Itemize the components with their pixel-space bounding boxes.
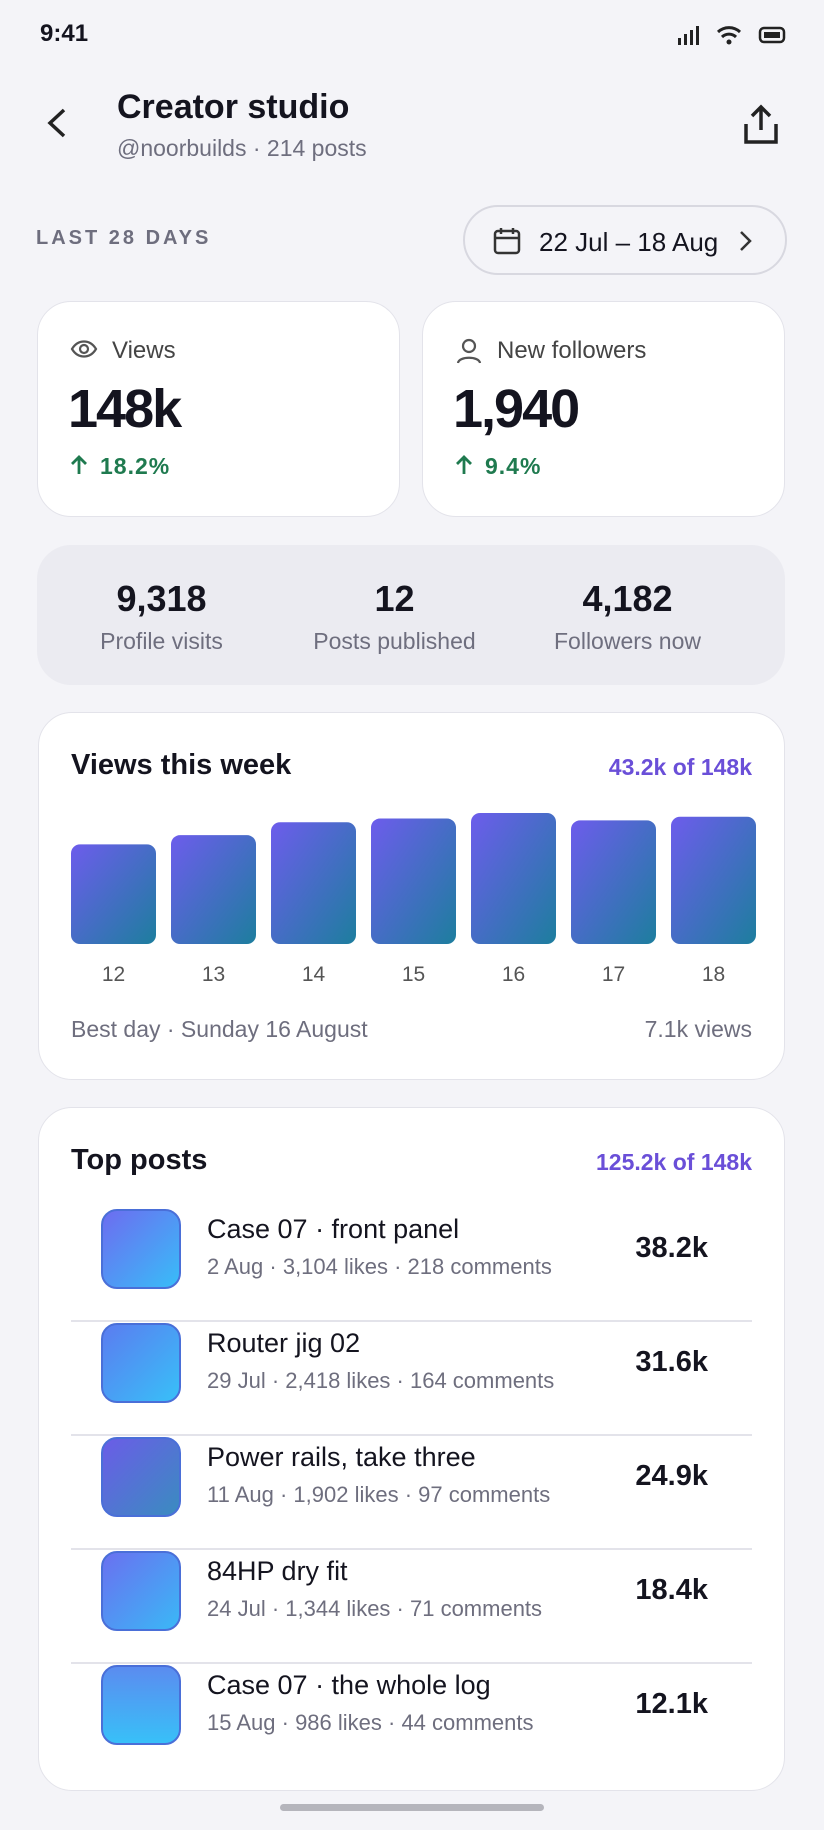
post-title[interactable]: Case 07 · the whole log	[207, 1670, 491, 1700]
post-views: 24.9k	[635, 1460, 708, 1492]
post-views: 12.1k	[635, 1688, 708, 1720]
date-range-button[interactable]: 22 Jul – 18 Aug	[463, 205, 787, 275]
post-thumbnail[interactable]	[101, 1437, 181, 1517]
views-chart-card: Views this week 43.2k of 148k Best day ·…	[38, 712, 785, 1080]
stat-value: 9,318	[116, 578, 207, 619]
status-time: 9:41	[40, 20, 89, 47]
stat-value: 4,182	[582, 578, 673, 619]
post-thumbnail[interactable]	[101, 1665, 181, 1745]
chart-summary: 43.2k of 148k	[608, 754, 752, 780]
post-title[interactable]: 84HP dry fit	[207, 1556, 348, 1586]
date-range: 22 Jul – 18 Aug	[539, 227, 719, 257]
divider	[71, 1320, 752, 1322]
bar	[371, 818, 456, 944]
status-icons	[678, 26, 786, 45]
top-posts-title: Top posts	[71, 1144, 208, 1176]
metric-icon	[70, 338, 98, 365]
back-button[interactable]	[42, 106, 72, 140]
bar	[671, 816, 756, 944]
x-tick-label: 18	[701, 963, 726, 986]
post-title[interactable]: Power rails, take three	[207, 1442, 476, 1472]
stat-label: Followers now	[554, 628, 701, 654]
bar	[71, 844, 156, 944]
metric-change: 9.4%	[485, 453, 542, 479]
metric-value: 148k	[68, 379, 182, 439]
best-day: Best day · Sunday 16 August	[71, 1016, 368, 1042]
x-tick-label: 14	[301, 963, 326, 986]
chart-title: Views this week	[71, 749, 292, 781]
up-arrow	[70, 454, 88, 481]
share-button[interactable]	[742, 104, 780, 146]
metric-value: 1,940	[453, 379, 580, 439]
post-views: 18.4k	[635, 1574, 708, 1606]
post-thumbnail[interactable]	[101, 1551, 181, 1631]
stat-label: Profile visits	[100, 628, 223, 654]
x-tick-label: 16	[501, 963, 526, 986]
post-views: 31.6k	[635, 1346, 708, 1378]
post-views: 38.2k	[635, 1232, 708, 1264]
post-meta: 15 Aug · 986 likes · 44 comments	[207, 1710, 534, 1735]
stat-value: 12	[374, 578, 415, 619]
up-arrow	[455, 454, 473, 481]
divider	[71, 1548, 752, 1550]
bar-chart	[71, 813, 756, 944]
stat-label: Posts published	[313, 628, 476, 654]
x-tick-label: 12	[101, 963, 126, 986]
post-title[interactable]: Router jig 02	[207, 1328, 361, 1358]
post-meta: 11 Aug · 1,902 likes · 97 comments	[207, 1482, 551, 1507]
metric-icon	[455, 338, 483, 369]
post-thumbnail[interactable]	[101, 1323, 181, 1403]
metric-label: New followers	[497, 337, 647, 364]
x-tick-label: 13	[201, 963, 226, 986]
post-thumbnail[interactable]	[101, 1209, 181, 1289]
metric-change: 18.2%	[100, 453, 171, 479]
stats-panel: 9,318 Profile visits 12 Posts published 4,18…	[37, 545, 785, 685]
metric-card: Views 148k 18.2%	[37, 301, 400, 517]
divider	[71, 1662, 752, 1664]
page-title: Creator studio	[117, 88, 350, 126]
bar	[171, 835, 256, 944]
post-meta: 24 Jul · 1,344 likes · 71 comments	[207, 1596, 543, 1621]
home-indicator	[280, 1804, 544, 1811]
page-subtitle: @noorbuilds · 214 posts	[117, 135, 367, 161]
top-posts-card: Top posts 125.2k of 148k Case 07 · front…	[38, 1107, 785, 1791]
post-meta: 2 Aug · 3,104 likes · 218 comments	[207, 1254, 552, 1279]
period-label: LAST 28 DAYS	[36, 227, 212, 249]
metric-card: New followers 1,940 9.4%	[422, 301, 785, 517]
bar	[571, 820, 656, 944]
best-day-views: 7.1k views	[644, 1016, 752, 1042]
post-meta: 29 Jul · 2,418 likes · 164 comments	[207, 1368, 555, 1393]
post-title[interactable]: Case 07 · front panel	[207, 1214, 460, 1244]
bar	[271, 822, 356, 944]
bar	[471, 813, 556, 944]
divider	[71, 1434, 752, 1436]
metric-label: Views	[112, 337, 176, 364]
top-posts-summary: 125.2k of 148k	[595, 1149, 752, 1175]
x-tick-label: 15	[401, 963, 426, 986]
x-tick-label: 17	[601, 963, 626, 986]
